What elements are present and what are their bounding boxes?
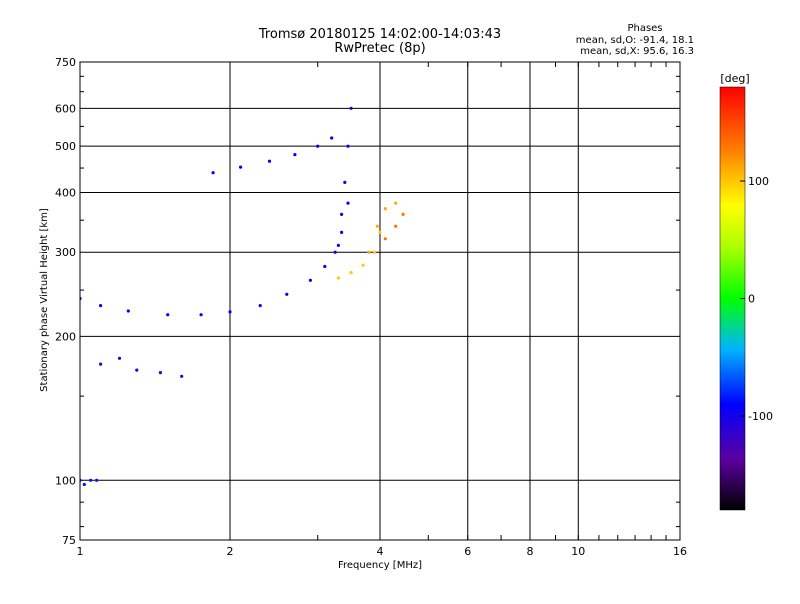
series-o-point [267, 159, 272, 163]
series-o-point [135, 368, 139, 372]
x-tick-label: 2 [227, 545, 234, 558]
series-x-point [375, 224, 379, 228]
axis-ticks: 1 2 4 6 8 10 16 75 100 200 300 400 500 600 750 [55, 56, 687, 558]
series-o-point [180, 374, 184, 378]
series-x-point [372, 250, 377, 254]
x-tick-label: 6 [464, 545, 471, 558]
series-o-point [99, 304, 103, 308]
series-x-point [394, 224, 398, 228]
y-tick-label: 200 [55, 330, 76, 343]
series-o-point [211, 171, 215, 175]
series-x-point [361, 263, 365, 267]
series-o-point [340, 230, 344, 234]
chart-subtitle: RwPretec (8p) [334, 41, 425, 56]
series-x-point [378, 230, 382, 234]
phases-x-stats: mean, sd,X: 95.6, 16.3 [580, 46, 694, 57]
series-o-point [349, 106, 353, 110]
scatter-points [80, 106, 405, 487]
grid-lines [80, 62, 680, 540]
series-o-point [346, 144, 350, 148]
phases-o-stats: mean, sd,O: -91.4, 18.1 [576, 35, 694, 46]
phases-label: Phases [627, 23, 662, 34]
colorbar-tick-label: 100 [748, 175, 769, 188]
series-o-point [199, 313, 203, 317]
series-o-point [346, 201, 350, 205]
series-o-point [333, 250, 337, 254]
y-tick-label: 300 [55, 246, 76, 259]
x-tick-label: 8 [527, 545, 534, 558]
series-x-point [367, 250, 371, 254]
series-x-point [349, 271, 353, 275]
series-o-point [323, 264, 327, 269]
series-o-point [158, 371, 162, 375]
y-tick-label: 600 [55, 102, 76, 115]
series-o-point [166, 313, 170, 317]
series-o-point [258, 304, 262, 308]
series-x-point [383, 237, 387, 241]
series-o-point [239, 165, 243, 169]
series-o-point [89, 478, 93, 482]
series-o-point [308, 278, 312, 282]
series-o-point [228, 310, 232, 314]
colorbar-tick-label: 0 [748, 293, 755, 306]
x-tick-label: 10 [571, 545, 585, 558]
x-tick-label: 4 [377, 545, 384, 558]
series-x-point [401, 212, 405, 216]
series-o-point [126, 309, 130, 313]
series-x-point [383, 207, 387, 211]
colorbar-ticks: 100 0 -100 [740, 175, 773, 423]
series-o-point [117, 356, 122, 360]
colorbar-label: [deg] [720, 72, 749, 85]
y-tick-label: 75 [62, 534, 76, 547]
y-tick-label: 500 [55, 140, 76, 153]
x-tick-label: 16 [673, 545, 687, 558]
series-x-point [336, 276, 340, 280]
series-o-point [316, 144, 320, 148]
y-tick-label: 400 [55, 186, 76, 199]
series-o-point [99, 362, 103, 366]
series-o-point [293, 153, 297, 157]
series-o-point [82, 482, 86, 487]
colorbar-tick-label: -100 [748, 410, 773, 423]
x-tick-label: 1 [77, 545, 84, 558]
y-axis-label: Stationary phase Virtual Height [km] [39, 208, 50, 392]
series-o-point [285, 292, 289, 296]
series-o-point [330, 136, 334, 140]
series-o-point [340, 212, 344, 216]
y-tick-label: 100 [55, 474, 76, 487]
series-x-point [394, 201, 398, 205]
series-o-point [343, 180, 347, 184]
x-axis-label: Frequency [MHz] [338, 560, 422, 571]
y-tick-label: 750 [55, 56, 76, 69]
series-o-point [336, 243, 340, 247]
series-o-point [95, 478, 99, 482]
chart-title: Tromsø 20180125 14:02:00-14:03:43 [258, 27, 501, 42]
